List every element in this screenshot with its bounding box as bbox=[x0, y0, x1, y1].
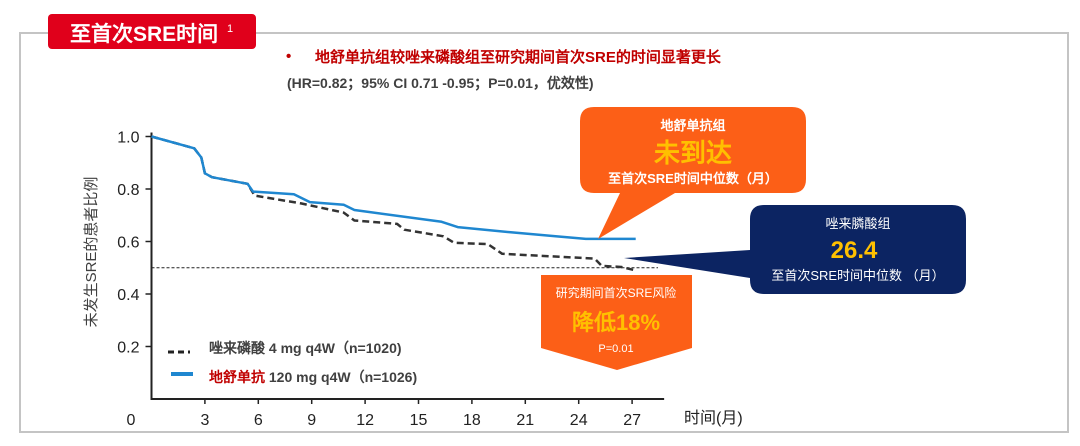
x-tick-label: 18 bbox=[463, 412, 481, 429]
x-axis-label: 时间(月) bbox=[684, 409, 743, 427]
x-tick-label: 21 bbox=[516, 412, 534, 429]
callout-caption: 至首次SRE时间中位数（月） bbox=[608, 171, 778, 186]
callout-caption: 至首次SRE时间中位数 （月） bbox=[771, 268, 944, 283]
y-tick-label: 1.0 bbox=[117, 130, 139, 147]
content-frame bbox=[19, 32, 1069, 433]
arrow-bg bbox=[541, 275, 692, 370]
x-tick-label: 3 bbox=[200, 412, 209, 429]
x-tick-label: 0 bbox=[127, 412, 136, 429]
callout-value: 26.4 bbox=[831, 237, 878, 264]
legend-label-denosumab: 地舒单抗 120 mg q4W（n=1026) bbox=[209, 369, 417, 385]
callout-bg bbox=[624, 205, 966, 294]
x-tick-label: 15 bbox=[410, 412, 428, 429]
legend: 唑来磷酸 4 mg q4W（n=1020) 地舒单抗 120 mg q4W（n=… bbox=[168, 340, 417, 385]
y-axis-label: 未发生SRE的患者比例 bbox=[83, 177, 100, 328]
callout-group: 唑来膦酸组 bbox=[825, 216, 890, 231]
y-tick-label: 0.8 bbox=[117, 182, 139, 199]
title-superscript: 1 bbox=[227, 23, 233, 35]
title: 至首次SRE时间 bbox=[70, 22, 218, 46]
x-tick-label: 6 bbox=[254, 412, 263, 429]
x-tick-label: 27 bbox=[623, 412, 641, 429]
series-line-denosumab bbox=[151, 135, 636, 241]
x-tick-label: 12 bbox=[356, 412, 374, 429]
risk-p-value: P=0.01 bbox=[598, 343, 633, 355]
risk-value: 降低18% bbox=[572, 310, 660, 335]
headline: 地舒单抗组较唑来磷酸组至研究期间首次SRE的时间显著更长 bbox=[315, 48, 722, 66]
title-badge-bg bbox=[48, 14, 256, 49]
title-badge: 至首次SRE时间 1 bbox=[48, 14, 256, 49]
callout-value: 未到达 bbox=[654, 138, 732, 168]
y-tick-label: 0.2 bbox=[117, 340, 139, 357]
stats-line: (HR=0.82；95% CI 0.71 -0.95；P=0.01，优效性) bbox=[287, 75, 594, 92]
series-line-zoledronic bbox=[151, 135, 636, 272]
callout-bg bbox=[580, 107, 806, 239]
x-tick-label: 9 bbox=[307, 412, 316, 429]
callout-zoledronic-median: 唑来膦酸组 26.4 至首次SRE时间中位数 （月） bbox=[624, 205, 966, 294]
bullet: • bbox=[286, 48, 291, 65]
callout-denosumab-median: 地舒单抗组 未到达 至首次SRE时间中位数（月） bbox=[580, 107, 806, 239]
ticks: 0 3 6 9 12 15 18 21 24 27 1.0 0.8 0.6 0.4 0.2 bbox=[117, 130, 641, 430]
x-tick-label: 24 bbox=[570, 412, 588, 429]
risk-caption: 研究期间首次SRE风险 bbox=[556, 285, 677, 300]
y-tick-label: 0.4 bbox=[117, 287, 139, 304]
series-group bbox=[151, 135, 658, 272]
legend-label-zoledronic: 唑来磷酸 4 mg q4W（n=1020) bbox=[209, 340, 402, 356]
risk-reduction-arrow: 研究期间首次SRE风险 降低18% P=0.01 bbox=[541, 275, 692, 370]
callout-group: 地舒单抗组 bbox=[660, 118, 725, 133]
y-tick-label: 0.6 bbox=[117, 235, 139, 252]
